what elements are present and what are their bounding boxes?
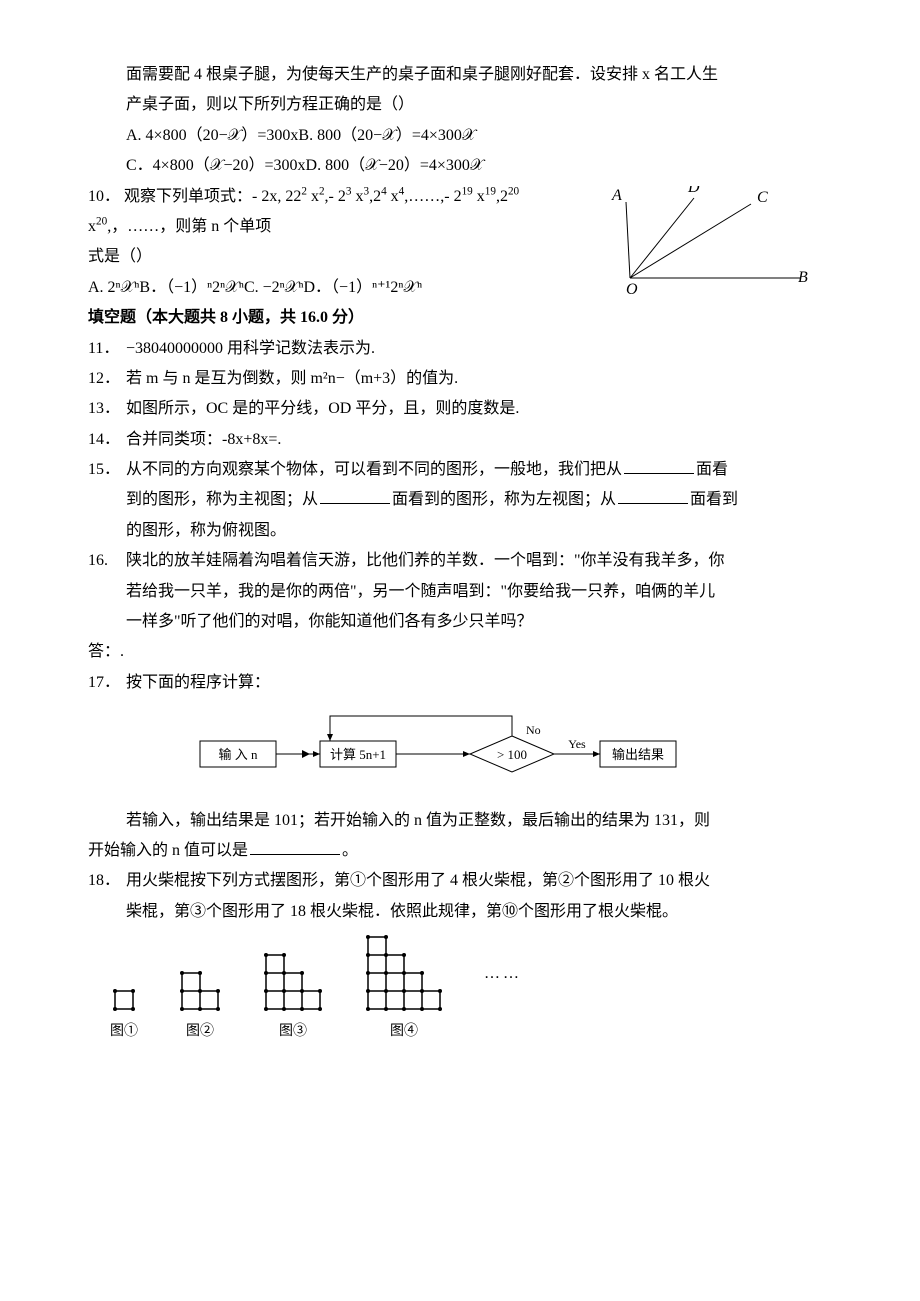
svg-text:> 100: > 100 (497, 747, 527, 762)
q9-opt-a: A. 4×800（20−𝒳）=300x (126, 127, 298, 144)
svg-text:C: C (757, 189, 768, 206)
svg-text:A: A (611, 187, 622, 204)
q10-stem-b: ，……，则第 n 个单项 (111, 218, 271, 235)
svg-text:D: D (687, 186, 700, 196)
flowchart: 输 入 n 计算 5n+1 > 100 输出结果 Yes No (70, 704, 810, 795)
angle-figure: A D C B O (590, 186, 810, 307)
q16-num: 16. (88, 546, 108, 576)
q15-num: 15． (88, 455, 120, 485)
q18-l1t: 用火柴棍按下列方式摆图形，第①个图形用了 4 根火柴棍，第②个图形用了 10 根… (126, 872, 710, 889)
q17-blank[interactable] (250, 838, 340, 855)
q18-l1: 18． 用火柴棍按下列方式摆图形，第①个图形用了 4 根火柴棍，第②个图形用了 1… (70, 866, 810, 896)
match-ellipsis: …… (484, 959, 522, 1019)
q17-l2c: 。 (342, 842, 358, 859)
q12: 12． 若 m 与 n 是互为倒数，则 m²n−（m+3）的值为. (70, 364, 810, 394)
match-label-1: 图① (110, 1019, 138, 1046)
q16-l3: 一样多"听了他们的对唱，你能知道他们各有多少只羊吗？ (70, 607, 810, 637)
match-fig-2: 图② (178, 969, 222, 1046)
svg-text:输出结果: 输出结果 (612, 747, 664, 762)
q15-l2c: 面看到 (690, 491, 738, 508)
q17-l2b: 开始输入的 n 值可以是 (88, 842, 248, 859)
q15-l3: 的图形，称为俯视图。 (70, 516, 810, 546)
q14-text: 合并同类项：-8x+8x=. (126, 431, 281, 448)
q16-l1: 16. 陕北的放羊娃隔着沟唱着信天游，比他们养的羊数．一个唱到："你羊没有我羊多，… (70, 546, 810, 576)
q17-l2a: 若输入，输出结果是 101；若开始输入的 n 值为正整数，最后输出的结果为 13… (70, 806, 810, 836)
q17-num: 17． (88, 668, 120, 698)
match-label-3: 图③ (279, 1019, 307, 1046)
q9-opt-d: D. 800（𝒳−20）=4×300𝒳 (306, 157, 484, 174)
q18-num: 18． (88, 866, 120, 896)
svg-text:输 入 n: 输 入 n (218, 747, 258, 762)
matchstick-figures: 图① 图② 图③ 图④ …… (70, 933, 810, 1046)
match-label-4: 图④ (390, 1019, 418, 1046)
q16-l2: 若给我一只羊，我的是你的两倍"，另一个随声唱到："你要给我一只养，咱俩的羊儿 (70, 577, 810, 607)
svg-text:Yes: Yes (568, 737, 586, 751)
q9-opt-c: C．4×800（𝒳−20）=300x (126, 157, 306, 174)
q17-l1: 17． 按下面的程序计算： (70, 668, 810, 698)
q13-num: 13． (88, 394, 120, 424)
q15-l1b: 面看 (696, 461, 728, 478)
q10-num: 10． (88, 188, 120, 205)
svg-text:No: No (526, 723, 541, 737)
match-fig-4: 图④ (364, 933, 444, 1046)
q13: 13． 如图所示，OC 是的平分线，OD 平分，且，则的度数是. (70, 394, 810, 424)
q12-num: 12． (88, 364, 120, 394)
q15-l2: 到的图形，称为主视图；从 面看到的图形，称为左视图；从 面看到 (70, 485, 810, 515)
svg-text:计算 5n+1: 计算 5n+1 (330, 747, 386, 762)
q18-l2: 柴棍，第③个图形用了 18 根火柴棍．依照此规律，第⑩个图形用了根火柴棍。 (70, 897, 810, 927)
q9-opt-b: B. 800（20−𝒳）=4×300𝒳 (298, 127, 475, 144)
q16-l1t: 陕北的放羊娃隔着沟唱着信天游，比他们养的羊数．一个唱到："你羊没有我羊多，你 (126, 552, 725, 569)
match-label-2: 图② (186, 1019, 214, 1046)
svg-text:B: B (798, 269, 808, 286)
q9-opts-cd: C．4×800（𝒳−20）=300xD. 800（𝒳−20）=4×300𝒳 (70, 151, 810, 181)
q15-l1: 15． 从不同的方向观察某个物体，可以看到不同的图形，一般地，我们把从 面看 (70, 455, 810, 485)
q12-text: 若 m 与 n 是互为倒数，则 m²n−（m+3）的值为. (126, 370, 458, 387)
q11: 11． −38040000000 用科学记数法表示为. (70, 334, 810, 364)
q16-ans: 答：. (70, 637, 810, 667)
q15-blank2[interactable] (320, 487, 390, 504)
match-fig-1: 图① (110, 987, 138, 1046)
q15-blank1[interactable] (624, 457, 694, 474)
svg-text:O: O (626, 281, 638, 296)
q17-l1t: 按下面的程序计算： (126, 674, 270, 691)
q9-line1: 面需要配 4 根桌子腿，为使每天生产的桌子面和桌子腿刚好配套．设安排 x 名工人… (70, 60, 810, 90)
q9-opts-ab: A. 4×800（20−𝒳）=300xB. 800（20−𝒳）=4×300𝒳 (70, 121, 810, 151)
q15-l1a: 从不同的方向观察某个物体，可以看到不同的图形，一般地，我们把从 (126, 461, 622, 478)
fill-header: 填空题（本大题共 8 小题，共 16.0 分） (70, 303, 810, 333)
q14-num: 14． (88, 425, 120, 455)
q10-stem-a: 观察下列单项式：- 2x, 2 (124, 188, 293, 205)
q13-text: 如图所示，OC 是的平分线，OD 平分，且，则的度数是. (126, 400, 519, 417)
q11-text: −38040000000 用科学记数法表示为. (126, 340, 375, 357)
q11-num: 11． (88, 334, 119, 364)
q14: 14． 合并同类项：-8x+8x=. (70, 425, 810, 455)
match-fig-3: 图③ (262, 951, 324, 1046)
q17-l2b-row: 开始输入的 n 值可以是 。 (70, 836, 810, 866)
q15-l2b: 面看到的图形，称为左视图；从 (392, 491, 616, 508)
q15-l2a: 到的图形，称为主视图；从 (126, 491, 318, 508)
q15-blank3[interactable] (618, 487, 688, 504)
q9-line2: 产桌子面，则以下所列方程正确的是（） (70, 90, 810, 120)
